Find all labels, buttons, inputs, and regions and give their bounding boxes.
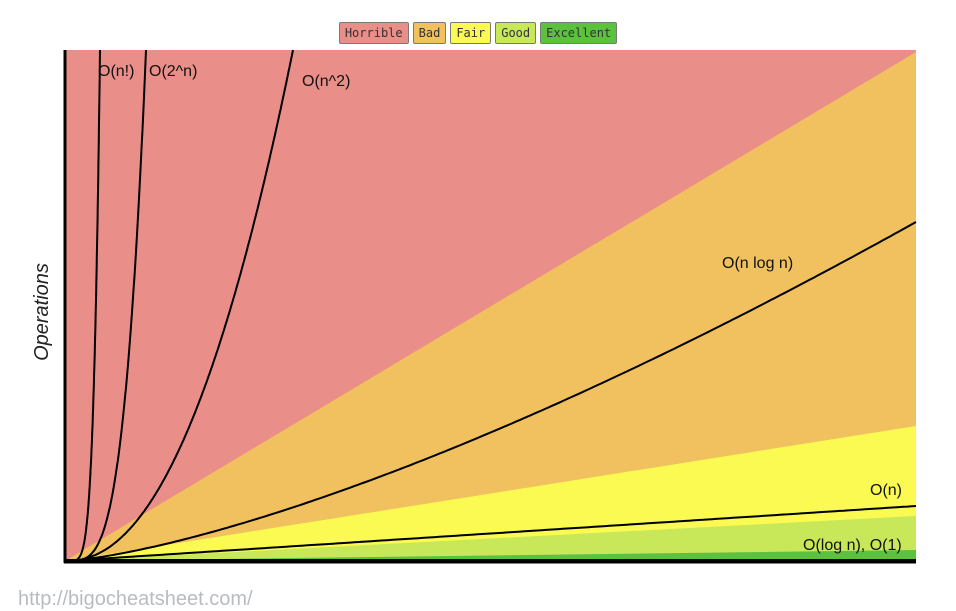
legend-excellent: Excellent (540, 22, 618, 44)
label-linear: O(n) (870, 482, 902, 499)
curve-labels: O(n!) O(2^n) O(n^2) O(n log n) O(n) O(lo… (98, 63, 902, 554)
label-exponential: O(2^n) (149, 63, 197, 80)
curve-quadratic (65, 49, 294, 562)
region-bad (65, 52, 916, 561)
complexity-legend: Horrible Bad Fair Good Excellent (0, 22, 956, 44)
region-excellent (65, 550, 916, 561)
label-factorial: O(n!) (98, 63, 134, 80)
source-url[interactable]: http://bigocheatsheet.com/ (18, 588, 253, 610)
curve-linearithmic (64, 221, 917, 562)
curve-linear (64, 505, 917, 562)
label-linearithmic: O(n log n) (722, 255, 793, 272)
label-quadratic: O(n^2) (302, 73, 350, 90)
chart-axes (63, 50, 916, 564)
legend-horrible: Horrible (338, 22, 409, 44)
big-o-complexity-chart: Operations O(n!) O(2^n) O(n^2) O(n log n… (31, 49, 917, 564)
complexity-regions (65, 50, 916, 561)
region-good (65, 516, 916, 561)
legend-bad: Bad (412, 22, 447, 44)
label-logarithmic-constant: O(log n), O(1) (803, 537, 902, 554)
legend-fair: Fair (450, 22, 492, 44)
legend-good: Good (495, 22, 537, 44)
y-axis-label: Operations (31, 263, 53, 361)
